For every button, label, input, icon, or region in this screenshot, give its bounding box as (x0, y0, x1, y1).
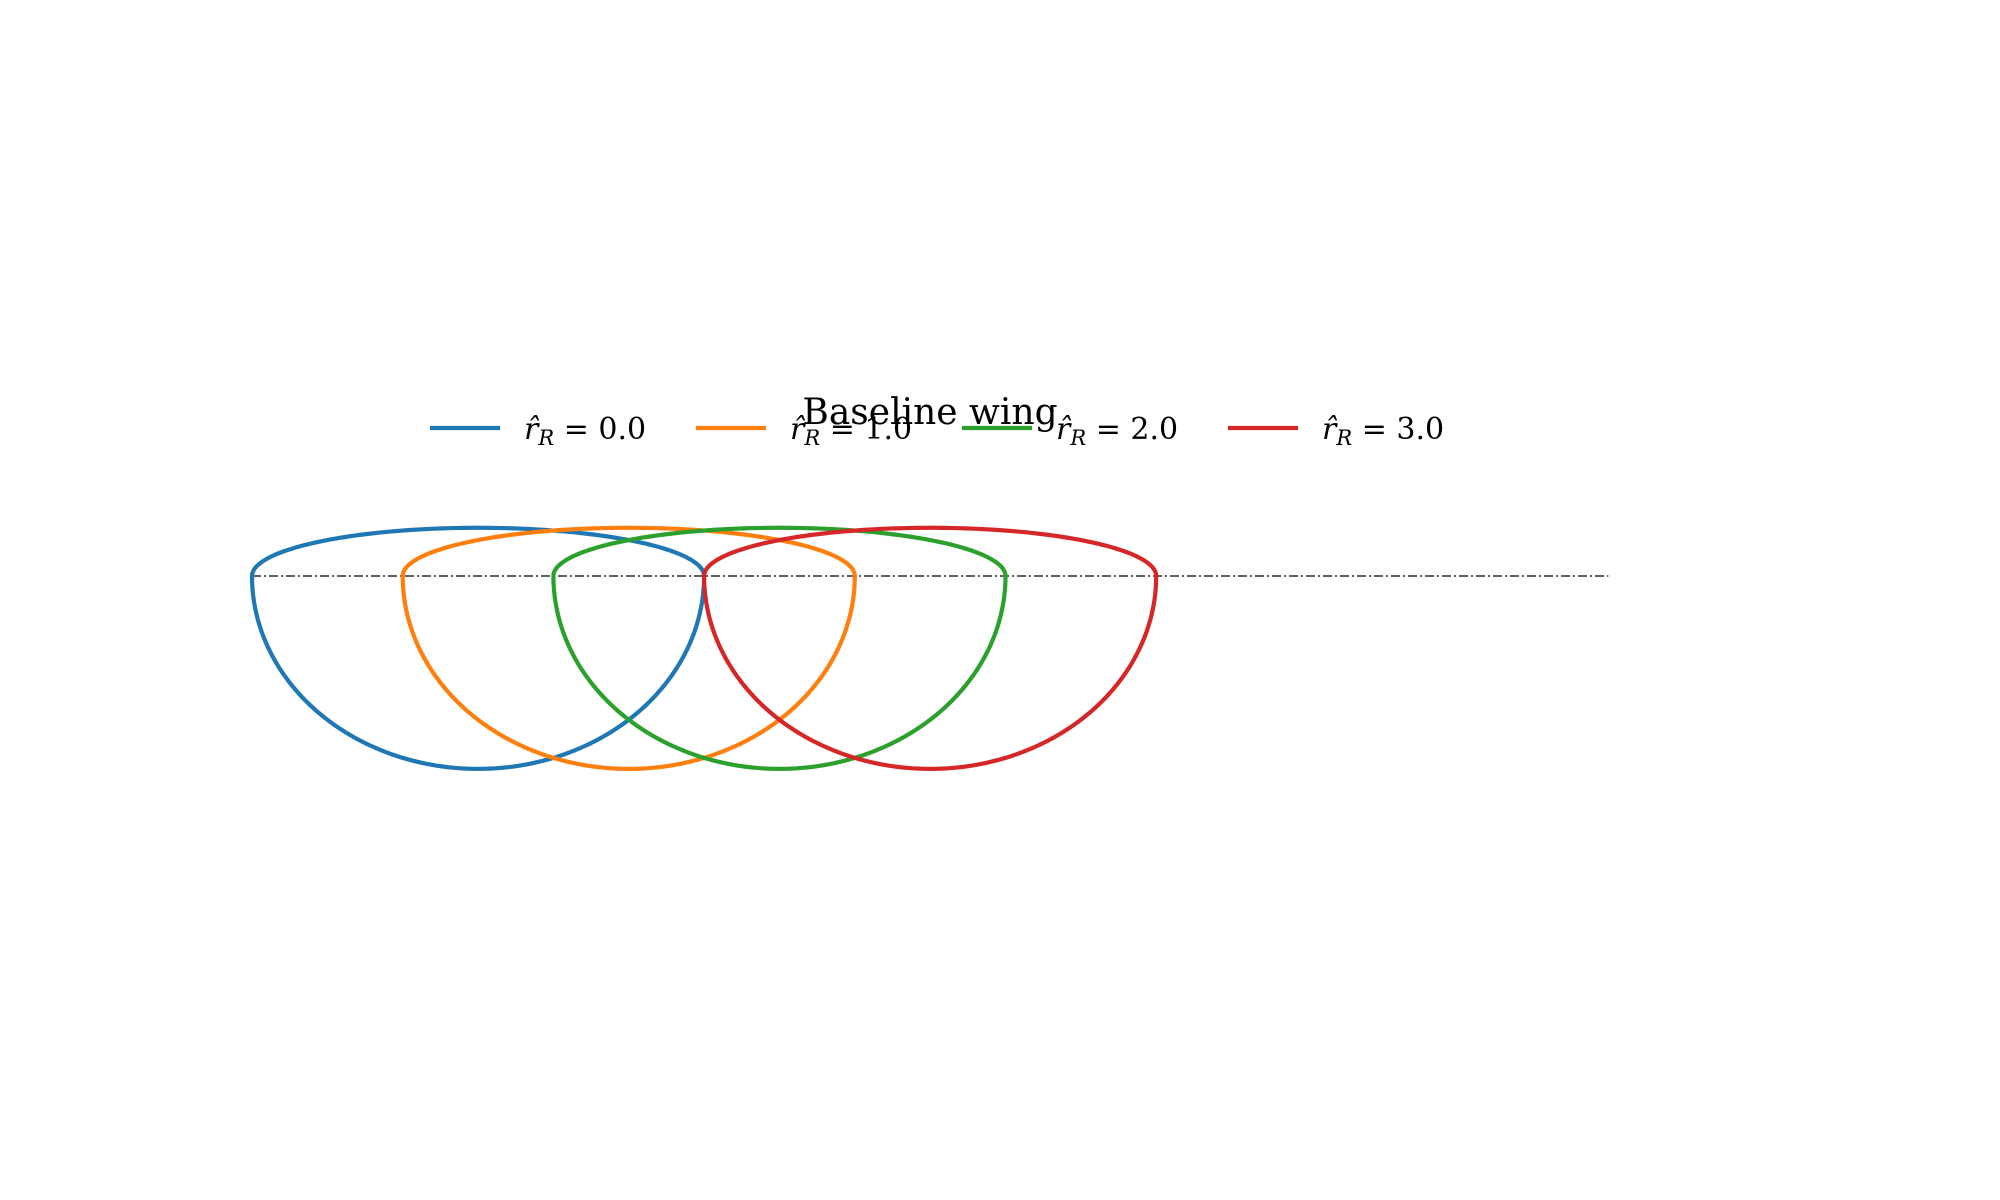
chart-legend: r̂R = 0.0 r̂R = 1.0 r̂R = 2.0 r̂R = 3.0 (430, 412, 1444, 450)
legend-item-2: r̂R = 2.0 (962, 412, 1178, 450)
legend-item-3: r̂R = 3.0 (1228, 412, 1444, 450)
legend-label-0: r̂R = 0.0 (524, 412, 646, 450)
series-line-0 (249, 525, 707, 771)
legend-label-3: r̂R = 3.0 (1322, 412, 1444, 450)
series-line-1 (400, 525, 857, 771)
series-line-3 (702, 525, 1159, 771)
legend-item-1: r̂R = 1.0 (696, 412, 912, 450)
legend-label-1: r̂R = 1.0 (790, 412, 912, 450)
plot-area (249, 525, 1159, 771)
series-line-2 (551, 525, 1008, 771)
legend-item-0: r̂R = 0.0 (430, 412, 646, 450)
legend-label-2: r̂R = 2.0 (1056, 412, 1178, 450)
